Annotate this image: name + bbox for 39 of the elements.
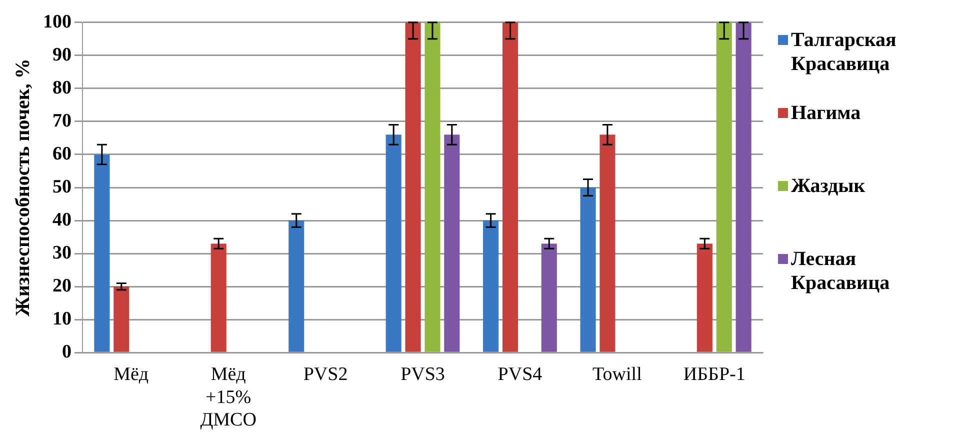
bar: [386, 134, 402, 352]
y-tick-label: 0: [62, 342, 72, 363]
y-tick-label: 60: [52, 143, 72, 164]
bar: [736, 22, 752, 352]
y-axis-title: Жизнеспособность почек, %: [12, 58, 34, 316]
y-tick-label: 90: [52, 44, 72, 66]
x-tick-label: Towill: [592, 364, 642, 385]
bar: [696, 244, 712, 352]
legend-label: Жаздык: [791, 174, 866, 198]
bar: [444, 134, 460, 352]
bar: [541, 244, 557, 352]
x-tick-label: PVS3: [400, 364, 445, 385]
legend-label: Лесная Красавица: [791, 247, 891, 295]
legend-label: Талгарская Красавица: [791, 28, 898, 76]
bar: [483, 220, 499, 352]
bar: [424, 22, 440, 352]
bar: [405, 22, 421, 352]
bar: [580, 188, 596, 352]
x-tick-label: Мёд: [114, 364, 149, 385]
y-tick-label: 40: [52, 209, 72, 230]
bar: [502, 22, 518, 352]
x-tick-label: Мёд +15% ДМСО: [200, 364, 256, 431]
legend-label: Нагима: [791, 101, 862, 125]
y-tick-label: 50: [52, 176, 72, 198]
bar: [288, 220, 304, 352]
y-tick-label: 70: [52, 110, 72, 132]
bar: [94, 154, 110, 352]
bar: [210, 244, 226, 352]
y-tick-label: 10: [52, 308, 72, 330]
bar: [114, 286, 130, 352]
x-tick-label: PVS4: [498, 364, 543, 385]
bar: [600, 134, 616, 352]
bar: [716, 22, 732, 352]
y-tick-label: 20: [52, 275, 72, 296]
x-tick-label: ИББР-1: [683, 364, 746, 385]
y-tick-label: 30: [52, 242, 72, 264]
y-tick-label: 80: [52, 77, 72, 98]
y-tick-label: 100: [43, 11, 72, 32]
x-tick-label: PVS2: [303, 364, 348, 385]
